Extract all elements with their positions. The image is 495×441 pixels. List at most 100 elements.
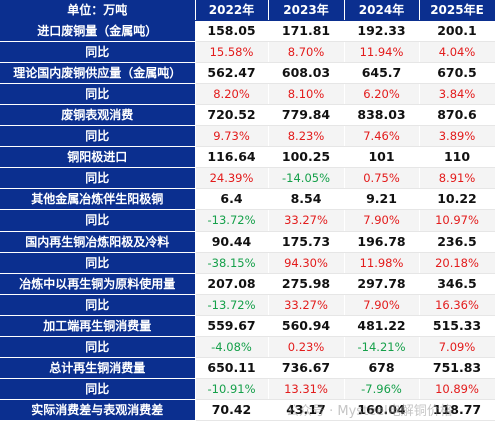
value-cell: 200.1 — [419, 20, 495, 43]
row-label: 同比 — [0, 294, 196, 316]
table-row-yoy: 同比 15.58% 8.70% 11.94% 4.04% — [0, 41, 495, 64]
table-row-value: 加工端再生铜消费量 559.67 560.94 481.22 515.33 — [0, 315, 495, 337]
yoy-cell: 0.23% — [268, 336, 345, 358]
row-label: 进口废铜量（金属吨） — [0, 20, 196, 43]
value-cell: 192.33 — [344, 20, 420, 43]
yoy-cell: 8.20% — [195, 83, 269, 106]
value-cell: 196.78 — [344, 231, 420, 253]
yoy-cell: -4.08% — [195, 336, 269, 358]
row-label: 废铜表观消费 — [0, 104, 196, 127]
value-cell: 751.83 — [419, 357, 495, 379]
table-row-value: 冶炼中以再生铜为原料使用量 207.08 275.98 297.78 346.5 — [0, 273, 495, 295]
value-cell: 236.5 — [419, 231, 495, 253]
yoy-cell: 94.30% — [268, 252, 345, 274]
yoy-cell: 8.10% — [268, 83, 345, 106]
row-label: 铜阳极进口 — [0, 146, 196, 169]
value-cell: 481.22 — [344, 315, 420, 337]
yoy-cell: -14.21% — [344, 336, 420, 358]
table-row-yoy: 同比 24.39% -14.05% 0.75% 8.91% — [0, 167, 495, 190]
yoy-cell: -13.72% — [195, 294, 269, 316]
value-cell: 678 — [344, 357, 420, 379]
yoy-cell: 20.18% — [419, 252, 495, 274]
value-cell: 9.21 — [344, 188, 420, 211]
table-row-yoy: 同比 -10.91% 13.31% -7.96% 10.89% — [0, 378, 495, 400]
yoy-cell: -10.91% — [195, 378, 269, 400]
row-label: 同比 — [0, 125, 196, 148]
table-row-yoy: 同比 -13.72% 33.27% 7.90% 10.97% — [0, 209, 495, 232]
yoy-cell: 6.20% — [344, 83, 420, 106]
table-row-value: 国内再生铜冶炼阳极及冷料 90.44 175.73 196.78 236.5 — [0, 231, 495, 253]
value-cell: 275.98 — [268, 273, 345, 295]
value-cell: 608.03 — [268, 62, 345, 85]
row-label: 同比 — [0, 209, 196, 232]
yoy-cell: -13.72% — [195, 209, 269, 232]
value-cell: 175.73 — [268, 231, 345, 253]
row-label: 国内再生铜冶炼阳极及冷料 — [0, 231, 196, 253]
value-cell: 736.67 — [268, 357, 345, 379]
value-cell: 838.03 — [344, 104, 420, 127]
yoy-cell: 8.91% — [419, 167, 495, 190]
row-label: 其他金属冶炼伴生阳极铜 — [0, 188, 196, 211]
value-cell: 90.44 — [195, 231, 269, 253]
table-row-yoy: 同比 -38.15% 94.30% 11.98% 20.18% — [0, 252, 495, 274]
value-cell: 346.5 — [419, 273, 495, 295]
row-label: 同比 — [0, 41, 196, 64]
yoy-cell: 10.97% — [419, 209, 495, 232]
yoy-cell: 16.36% — [419, 294, 495, 316]
row-label: 实际消费差与表观消费差 — [0, 399, 196, 421]
value-cell: 515.33 — [419, 315, 495, 337]
table-row-yoy: 同比 8.20% 8.10% 6.20% 3.84% — [0, 83, 495, 106]
yoy-cell: 8.23% — [268, 125, 345, 148]
value-cell: 70.42 — [195, 399, 269, 421]
yoy-cell: 7.46% — [344, 125, 420, 148]
value-cell: 645.7 — [344, 62, 420, 85]
row-label: 总计再生铜消费量 — [0, 357, 196, 379]
value-cell: 158.05 — [195, 20, 269, 43]
row-label: 同比 — [0, 83, 196, 106]
value-cell: 207.08 — [195, 273, 269, 295]
row-label: 同比 — [0, 167, 196, 190]
year-header: 2022年 — [195, 0, 269, 22]
value-cell: 6.4 — [195, 188, 269, 211]
yoy-cell: 11.98% — [344, 252, 420, 274]
value-cell: 779.84 — [268, 104, 345, 127]
year-header: 2025年E — [419, 0, 495, 22]
yoy-cell: -14.05% — [268, 167, 345, 190]
value-cell: 10.22 — [419, 188, 495, 211]
yoy-cell: 0.75% — [344, 167, 420, 190]
table-row-yoy: 同比 -4.08% 0.23% -14.21% 7.09% — [0, 336, 495, 358]
yoy-cell: 33.27% — [268, 294, 345, 316]
yoy-cell: 4.04% — [419, 41, 495, 64]
yoy-cell: -7.96% — [344, 378, 420, 400]
value-cell: 297.78 — [344, 273, 420, 295]
row-label: 同比 — [0, 336, 196, 358]
table-row-value: 进口废铜量（金属吨） 158.05 171.81 192.33 200.1 — [0, 20, 495, 43]
yoy-cell: 8.70% — [268, 41, 345, 64]
value-cell: 116.64 — [195, 146, 269, 169]
value-cell: 720.52 — [195, 104, 269, 127]
yoy-cell: 7.90% — [344, 209, 420, 232]
yoy-cell: 15.58% — [195, 41, 269, 64]
table-row-value: 铜阳极进口 116.64 100.25 101 110 — [0, 146, 495, 169]
yoy-cell: 33.27% — [268, 209, 345, 232]
year-header: 2023年 — [268, 0, 345, 22]
value-cell: 118.77 — [419, 399, 495, 421]
yoy-cell: 3.84% — [419, 83, 495, 106]
copper-scrap-table: 单位：万吨 2022年 2023年 2024年 2025年E 进口废铜量（金属吨… — [0, 0, 495, 421]
value-cell: 100.25 — [268, 146, 345, 169]
value-cell: 101 — [344, 146, 420, 169]
value-cell: 560.94 — [268, 315, 345, 337]
yoy-cell: 7.09% — [419, 336, 495, 358]
table-header-row: 单位：万吨 2022年 2023年 2024年 2025年E — [0, 0, 495, 22]
yoy-cell: 9.73% — [195, 125, 269, 148]
yoy-cell: 7.90% — [344, 294, 420, 316]
yoy-cell: 10.89% — [419, 378, 495, 400]
table-row-yoy: 同比 9.73% 8.23% 7.46% 3.89% — [0, 125, 495, 148]
row-label: 理论国内废铜供应量（金属吨） — [0, 62, 196, 85]
value-cell: 562.47 — [195, 62, 269, 85]
value-cell: 670.5 — [419, 62, 495, 85]
table-row-value: 其他金属冶炼伴生阳极铜 6.4 8.54 9.21 10.22 — [0, 188, 495, 211]
value-cell: 110 — [419, 146, 495, 169]
table-row-yoy: 同比 -13.72% 33.27% 7.90% 16.36% — [0, 294, 495, 316]
yoy-cell: 13.31% — [268, 378, 345, 400]
